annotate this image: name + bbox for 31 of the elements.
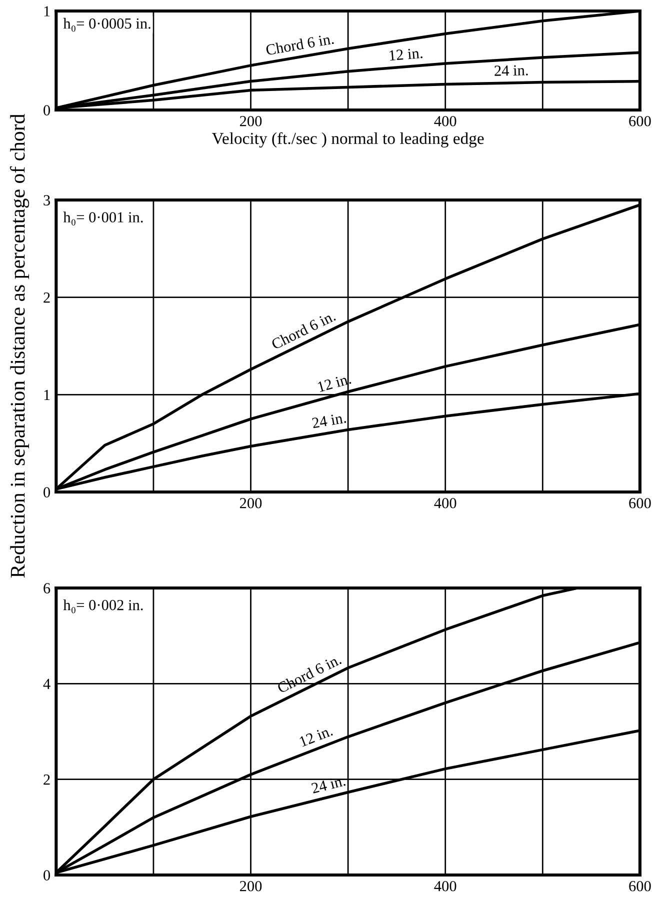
- x-tick-label: 400: [434, 880, 456, 892]
- y-axis-title: Reduction in separation distance as percentage of chord: [10, 114, 30, 578]
- annotation: h₀= 0·001 in.: [63, 212, 143, 226]
- x-tick-label: 400: [434, 116, 456, 126]
- annotation: h₀= 0·0005 in.: [63, 18, 150, 32]
- x-tick-label: 600: [629, 498, 651, 508]
- y-tick-label: 1: [44, 6, 50, 16]
- series-label: 12 in.: [389, 48, 423, 61]
- text: 24 in.: [312, 412, 346, 428]
- x-axis-title: Velocity (ft./sec ) normal to leading edge: [212, 132, 484, 148]
- x-tick-label: 600: [629, 880, 651, 892]
- y-tick-label: 4: [43, 678, 50, 689]
- y-tick-label: 1: [44, 390, 50, 400]
- text: Chord 6 in.: [270, 310, 336, 350]
- x-tick-label: 200: [240, 880, 262, 892]
- series-label: 24 in.: [494, 65, 528, 76]
- x-tick-label: 200: [240, 498, 262, 508]
- x-tick-label: 400: [434, 498, 456, 508]
- y-tick-label: 2: [44, 292, 50, 303]
- text: 12 in.: [317, 374, 352, 392]
- x-tick-label: 600: [629, 116, 651, 126]
- annotation: h₀= 0·002 in.: [63, 599, 143, 614]
- y-tick-label: 0: [44, 870, 50, 880]
- x-tick-label: 200: [240, 116, 262, 126]
- y-tick-label: 6: [44, 583, 50, 594]
- y-tick-label: 2: [44, 774, 50, 785]
- y-tick-label: 0: [44, 105, 50, 116]
- text: 12 in.: [299, 726, 334, 747]
- y-tick-label: 0: [44, 487, 50, 498]
- text: Chord 6 in.: [266, 33, 334, 56]
- y-tick-label: 3: [44, 195, 50, 206]
